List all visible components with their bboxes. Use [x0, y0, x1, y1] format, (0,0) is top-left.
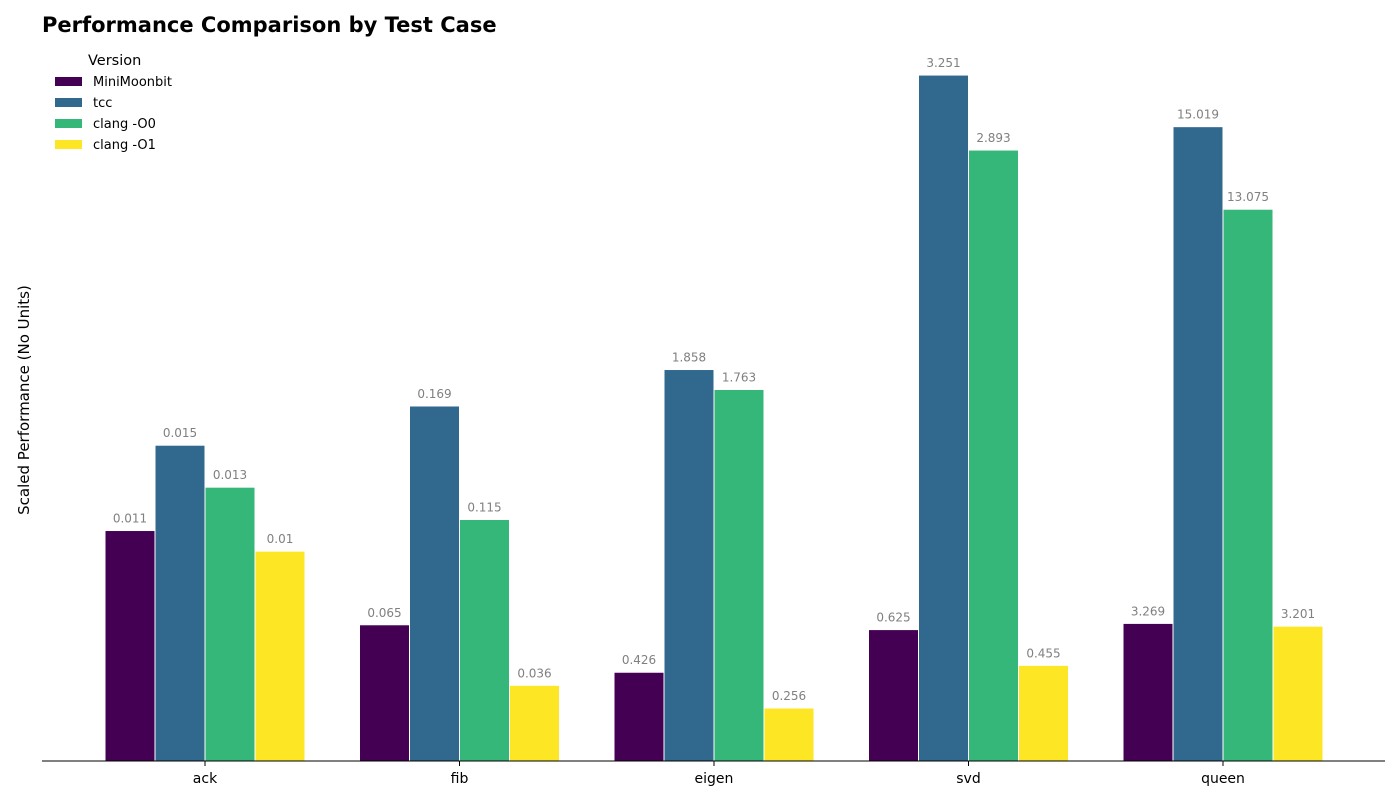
value-label-eigen-clang-o1: 0.256 [772, 689, 806, 703]
value-label-eigen-minimoonbit: 0.426 [622, 653, 656, 667]
legend-label-minimoonbit: MiniMoonbit [93, 75, 172, 90]
legend-title: Version [88, 53, 141, 69]
legend-swatch-clang-o0 [55, 119, 82, 128]
legend-label-tcc: tcc [93, 96, 112, 111]
bar-queen-clang-o0 [1222, 208, 1274, 762]
bar-queen-minimoonbit [1122, 622, 1174, 762]
bar-queen-clang-o1 [1272, 625, 1324, 762]
chart-title: Performance Comparison by Test Case [42, 13, 497, 37]
legend: Version MiniMoonbit tcc clang -O0 clang -O1 [55, 53, 172, 153]
value-label-svd-clang-o1: 0.455 [1026, 646, 1060, 660]
value-label-ack-clang-o0: 0.013 [213, 468, 247, 482]
bar-ack-tcc [154, 444, 206, 762]
bar-fib-tcc [409, 405, 460, 762]
legend-swatch-minimoonbit [55, 77, 82, 86]
legend-swatch-tcc [55, 98, 82, 107]
bar-svd-clang-o1 [1018, 664, 1069, 762]
y-axis-label: Scaled Performance (No Units) [15, 285, 33, 515]
value-label-svd-tcc: 3.251 [926, 56, 960, 70]
value-label-fib-tcc: 0.169 [417, 387, 451, 401]
value-label-fib-minimoonbit: 0.065 [367, 606, 401, 620]
bar-fib-minimoonbit [359, 624, 410, 762]
value-label-ack-tcc: 0.015 [163, 426, 197, 440]
bar-ack-clang-o1 [254, 550, 306, 762]
bar-queen-tcc [1172, 126, 1224, 762]
value-label-fib-clang-o0: 0.115 [467, 501, 501, 515]
value-label-queen-minimoonbit: 3.269 [1131, 604, 1165, 618]
bar-eigen-clang-o1 [763, 707, 815, 762]
value-label-queen-clang-o1: 3.201 [1281, 607, 1315, 621]
x-tick-label-svd: svd [956, 771, 980, 787]
bar-ack-clang-o0 [204, 486, 256, 762]
bar-eigen-tcc [663, 369, 715, 762]
legend-label-clang-o1: clang -O1 [93, 138, 156, 153]
value-label-svd-clang-o0: 2.893 [976, 131, 1010, 145]
legend-label-clang-o0: clang -O0 [93, 117, 156, 132]
bar-svd-tcc [918, 74, 969, 762]
bars-layer [104, 74, 1324, 762]
bar-fib-clang-o1 [509, 684, 560, 762]
value-label-queen-tcc: 15.019 [1177, 108, 1219, 122]
bar-fib-clang-o0 [459, 519, 510, 762]
value-label-eigen-tcc: 1.858 [672, 351, 706, 365]
legend-swatch-clang-o1 [55, 140, 82, 149]
bar-ack-minimoonbit [104, 530, 156, 762]
value-label-eigen-clang-o0: 1.763 [722, 370, 756, 384]
x-tick-label-eigen: eigen [695, 771, 734, 787]
bar-eigen-clang-o0 [713, 388, 765, 762]
x-tick-label-ack: ack [193, 771, 218, 787]
value-label-queen-clang-o0: 13.075 [1227, 190, 1269, 204]
value-label-ack-minimoonbit: 0.011 [113, 512, 147, 526]
value-label-svd-minimoonbit: 0.625 [876, 611, 910, 625]
bar-svd-clang-o0 [968, 149, 1019, 762]
value-label-fib-clang-o1: 0.036 [517, 666, 551, 680]
x-tick-label-queen: queen [1201, 771, 1245, 787]
x-ticks-layer: ack fib eigen svd queen [193, 761, 1245, 787]
bar-svd-minimoonbit [868, 629, 919, 762]
value-label-ack-clang-o1: 0.01 [267, 532, 294, 546]
value-labels-layer: 0.011 0.015 0.013 0.01 0.065 0.169 0.115 0.036 0… [113, 56, 1315, 703]
bar-eigen-minimoonbit [613, 671, 665, 762]
x-tick-label-fib: fib [451, 771, 469, 787]
